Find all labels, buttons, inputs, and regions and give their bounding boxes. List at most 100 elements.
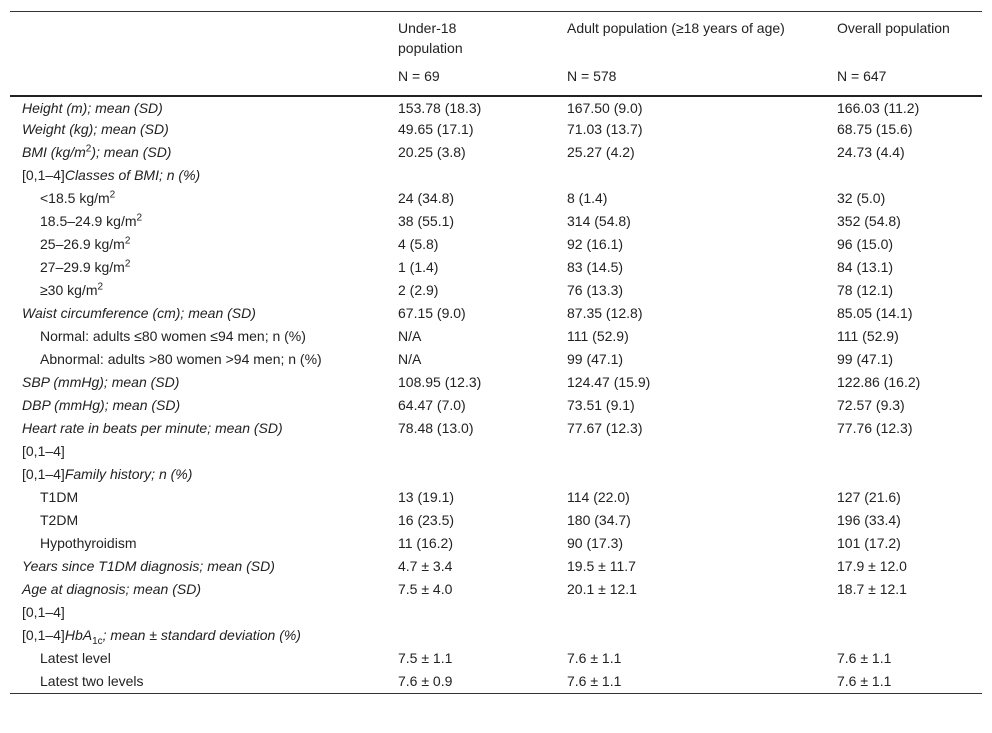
row-label: [0,1–4] (22, 442, 65, 459)
cell-value: 7.6 ± 0.9 (398, 672, 453, 689)
row-label: T2DM (40, 511, 79, 528)
cell-value: 101 (17.2) (837, 534, 901, 551)
cell-value: 68.75 (15.6) (837, 120, 913, 137)
row-label: Height (m); mean (SD) (22, 99, 163, 116)
row-label: [0,1–4]HbA1c; mean ± standard deviation … (10, 625, 388, 648)
table-row: Latest two levels 7.6 ± 0.9 7.6 ± 1.1 7.6 ±… (10, 671, 982, 694)
cell-value: 7.5 ± 4.0 (398, 580, 453, 597)
cell-value: 32 (5.0) (837, 189, 886, 206)
table-row: ≥30 kg/m2 2 (2.9) 76 (13.3) 78 (12.1) (10, 280, 982, 303)
column-header: Overall population (837, 20, 950, 36)
cell-value: 1 (1.4) (398, 258, 439, 275)
row-label: [0,1–4]Classes of BMI; n (%) (10, 165, 388, 188)
cell-value: 124.47 (15.9) (567, 373, 651, 390)
table-row: Latest level 7.5 ± 1.1 7.6 ± 1.1 7.6 ± 1.1 (10, 648, 982, 671)
cell-value (827, 625, 982, 648)
cell-value: 38 (55.1) (398, 212, 455, 229)
label-part: BMI (kg/m (22, 143, 86, 160)
cell-value (388, 625, 557, 648)
table-row: Years since T1DM diagnosis; mean (SD) 4.7… (10, 556, 982, 579)
cell-value: N/A (398, 350, 422, 367)
cell-value: 85.05 (14.1) (837, 304, 913, 321)
cell-value: 67.15 (9.0) (398, 304, 466, 321)
cell-value: 71.03 (13.7) (567, 120, 643, 137)
cell-value: 13 (19.1) (398, 488, 455, 505)
cell-value: 78 (12.1) (837, 281, 894, 298)
row-label: 18.5–24.9 kg/m2 (10, 211, 388, 234)
cell-value: 99 (47.1) (837, 350, 894, 367)
cell-value (388, 165, 557, 188)
cell-value: 4 (5.8) (398, 235, 439, 252)
label-part: [0,1–4] (22, 626, 65, 643)
row-label: Years since T1DM diagnosis; mean (SD) (22, 557, 275, 574)
cell-value: 24 (34.8) (398, 189, 455, 206)
data-table: Under-18 population Adult population (≥1… (10, 11, 982, 694)
label-part: Family history; n (%) (64, 465, 193, 482)
label-part: [0,1–4] (22, 465, 65, 482)
cell-value: 7.5 ± 1.1 (398, 649, 453, 666)
cell-value: N/A (398, 327, 422, 344)
cell-value: 96 (15.0) (837, 235, 894, 252)
table-row: T1DM 13 (19.1) 114 (22.0) 127 (21.6) (10, 487, 982, 510)
table-row: Abnormal: adults >80 women >94 men; n (%… (10, 349, 982, 372)
cell-value: 87.35 (12.8) (567, 304, 643, 321)
row-label: BMI (kg/m2); mean (SD) (10, 142, 388, 165)
cell-value: 64.47 (7.0) (398, 396, 466, 413)
cell-value (388, 441, 557, 464)
header-n-row: N = 69 N = 578 N = 647 (10, 65, 982, 97)
cell-value: 108.95 (12.3) (398, 373, 482, 390)
cell-value: 19.5 ± 11.7 (567, 557, 636, 574)
row-label: [0,1–4]Family history; n (%) (10, 464, 388, 487)
label-part: HbA (64, 626, 93, 643)
table-row: Height (m); mean (SD) 153.78 (18.3) 167.50… (10, 96, 982, 119)
cell-value: 77.76 (12.3) (837, 419, 913, 436)
row-label: <18.5 kg/m2 (10, 188, 388, 211)
cell-value (388, 602, 557, 625)
cell-value: 84 (13.1) (837, 258, 894, 275)
cell-value: 90 (17.3) (567, 534, 624, 551)
row-label: DBP (mmHg); mean (SD) (22, 396, 181, 413)
cell-value: 111 (52.9) (567, 327, 629, 344)
label-part: 27–29.9 kg/m (40, 258, 125, 275)
label-part: Classes of BMI; n (%) (64, 166, 201, 183)
table-row: Heart rate in beats per minute; mean (SD… (10, 418, 982, 441)
table-row: Waist circumference (cm); mean (SD) 67.15… (10, 303, 982, 326)
cell-value (557, 165, 827, 188)
table-row: 27–29.9 kg/m2 1 (1.4) 83 (14.5) 84 (13.1) (10, 257, 982, 280)
label-part: <18.5 kg/m (40, 189, 110, 206)
cell-value (557, 625, 827, 648)
cell-value: 17.9 ± 12.0 (837, 557, 907, 574)
cell-value: 167.50 (9.0) (567, 99, 643, 116)
cell-value: 7.6 ± 1.1 (837, 672, 892, 689)
row-label: Age at diagnosis; mean (SD) (22, 580, 201, 597)
superscript: 2 (124, 257, 131, 269)
cell-value: 352 (54.8) (837, 212, 901, 229)
label-part: 18.5–24.9 kg/m (40, 212, 137, 229)
cell-value (557, 464, 827, 487)
table-row: 18.5–24.9 kg/m2 38 (55.1) 314 (54.8) 352 (5… (10, 211, 982, 234)
column-header: Under-18 population (398, 20, 463, 56)
cell-value: 99 (47.1) (567, 350, 624, 367)
cell-value: 76 (13.3) (567, 281, 624, 298)
cell-value (388, 464, 557, 487)
table-row: [0,1–4]HbA1c; mean ± standard deviation … (10, 625, 982, 648)
row-label: Heart rate in beats per minute; mean (SD… (22, 419, 283, 436)
cell-value: 166.03 (11.2) (837, 99, 920, 116)
superscript: 2 (136, 211, 143, 223)
header-row: Under-18 population Adult population (≥1… (10, 12, 982, 66)
cell-value: 72.57 (9.3) (837, 396, 905, 413)
cell-value: 78.48 (13.0) (398, 419, 474, 436)
cell-value: 2 (2.9) (398, 281, 439, 298)
cell-value (557, 441, 827, 464)
cell-value: 7.6 ± 1.1 (567, 672, 622, 689)
label-part: ); mean (SD) (91, 143, 172, 160)
cell-value: 16 (23.5) (398, 511, 455, 528)
cell-value (827, 165, 982, 188)
cell-value: 7.6 ± 1.1 (837, 649, 892, 666)
cell-value: 92 (16.1) (567, 235, 624, 252)
cell-value: 20.1 ± 12.1 (567, 580, 637, 597)
row-label: 27–29.9 kg/m2 (10, 257, 388, 280)
table-row: <18.5 kg/m2 24 (34.8) 8 (1.4) 32 (5.0) (10, 188, 982, 211)
cell-value: 20.25 (3.8) (398, 143, 466, 160)
